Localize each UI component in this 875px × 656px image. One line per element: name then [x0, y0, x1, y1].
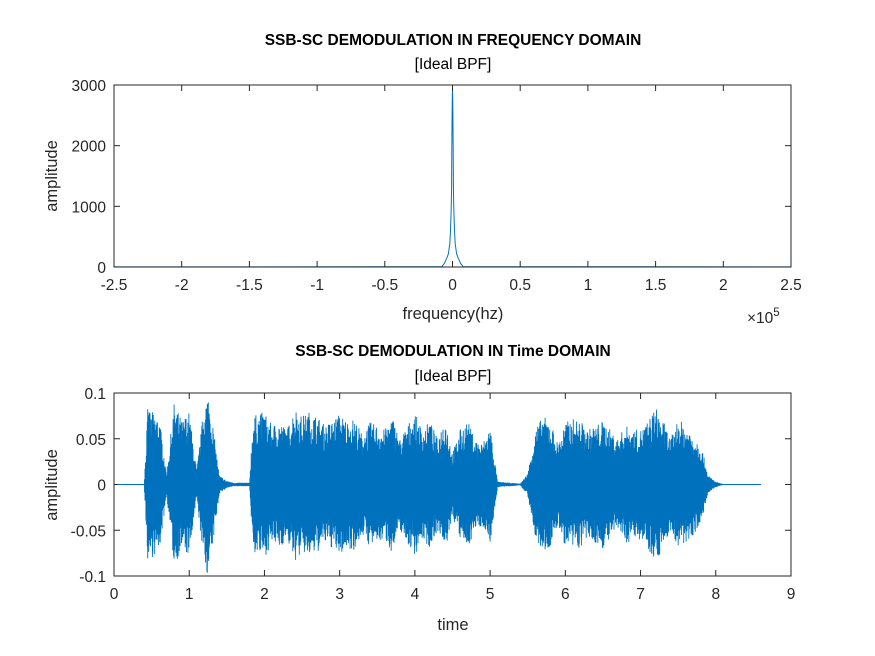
frequency-x-tick-label: 0.5 [509, 277, 531, 294]
frequency-x-tick-label: -1 [310, 277, 324, 294]
frequency-y-axis-label: amplitude [43, 140, 61, 212]
exponent-power: 5 [773, 307, 779, 319]
frequency-x-tick-label: -2 [175, 277, 189, 294]
time-x-tick-label: 4 [411, 586, 420, 603]
time-x-tick-label: 2 [260, 586, 269, 603]
time-y-tick-label: 0.1 [84, 386, 106, 403]
time-x-tick-label: 5 [486, 586, 495, 603]
frequency-y-tick-label: 1000 [72, 199, 107, 216]
time-x-tick-label: 7 [636, 586, 645, 603]
time-x-tick-label: 0 [110, 586, 119, 603]
time-x-axis-label: time [437, 616, 468, 634]
frequency-x-tick-label: 2.5 [780, 277, 802, 294]
frequency-domain-plot: SSB-SC DEMODULATION IN FREQUENCY DOMAIN … [43, 32, 802, 327]
frequency-x-tick-label: 2 [719, 277, 728, 294]
frequency-x-ticks: -2.5 -2 -1.5 -1 -0.5 0 0.5 1 1.5 2 2.5 [101, 85, 802, 294]
time-x-tick-label: 3 [335, 586, 344, 603]
frequency-plot-title: SSB-SC DEMODULATION IN FREQUENCY DOMAIN [265, 32, 642, 49]
exponent-base: ×10 [747, 310, 774, 327]
time-x-ticks: 0 1 2 3 4 5 6 7 8 9 [110, 393, 796, 603]
frequency-y-tick-label: 2000 [72, 139, 107, 156]
frequency-y-tick-label: 0 [97, 260, 106, 277]
time-x-tick-label: 8 [711, 586, 720, 603]
frequency-x-tick-label: -1.5 [236, 277, 263, 294]
time-x-tick-label: 6 [561, 586, 570, 603]
time-y-tick-label: -0.05 [71, 523, 106, 540]
frequency-x-tick-label: 1.5 [645, 277, 667, 294]
frequency-y-tick-label: 3000 [72, 78, 107, 95]
time-y-tick-label: 0 [97, 478, 106, 495]
time-y-tick-label: -0.1 [79, 569, 106, 586]
frequency-x-tick-label: 0 [448, 277, 457, 294]
time-y-axis-label: amplitude [43, 449, 61, 521]
frequency-x-tick-label: -0.5 [371, 277, 398, 294]
time-plot-subtitle: [Ideal BPF] [415, 368, 492, 385]
frequency-y-ticks: 0 1000 2000 3000 [72, 78, 791, 277]
frequency-x-tick-label: -2.5 [101, 277, 128, 294]
time-x-tick-label: 9 [787, 586, 796, 603]
time-y-ticks: -0.1 -0.05 0 0.05 0.1 [71, 386, 791, 586]
time-y-tick-label: 0.05 [76, 432, 106, 449]
frequency-x-exponent-label: ×105 [747, 307, 780, 327]
time-domain-plot: SSB-SC DEMODULATION IN Time DOMAIN [Idea… [43, 343, 795, 634]
time-x-tick-label: 1 [185, 586, 194, 603]
frequency-x-tick-label: 1 [584, 277, 593, 294]
frequency-x-axis-label: frequency(hz) [403, 305, 504, 323]
frequency-plot-subtitle: [Ideal BPF] [415, 56, 492, 73]
time-plot-title: SSB-SC DEMODULATION IN Time DOMAIN [295, 343, 610, 360]
